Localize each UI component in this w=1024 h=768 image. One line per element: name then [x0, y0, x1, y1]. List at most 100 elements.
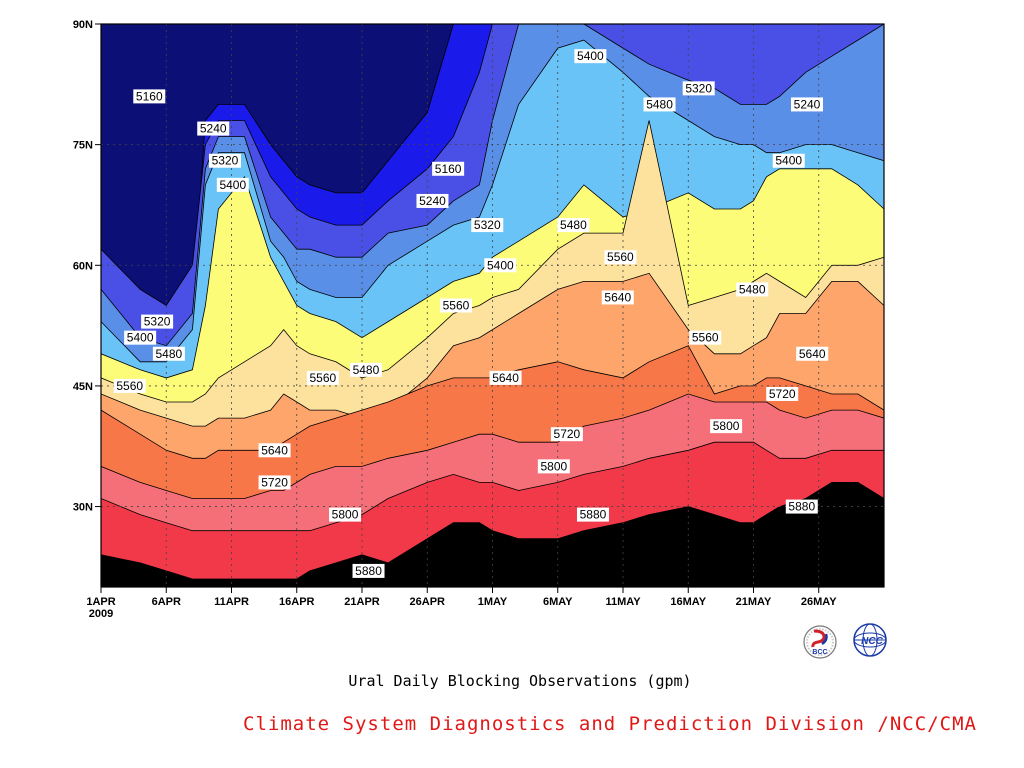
contour-label: 5480 — [643, 97, 676, 112]
contour-label: 5560 — [604, 250, 637, 265]
contour-label: 5320 — [682, 81, 715, 96]
contour-label: 5400 — [216, 177, 249, 192]
x-tick-label: 16MAY — [670, 596, 706, 608]
contour-label-box — [689, 330, 722, 345]
contour-line — [101, 345, 884, 459]
contour-label-box — [604, 250, 637, 265]
ncc-logo: NCC — [853, 623, 887, 657]
contour-label-box — [216, 177, 249, 192]
contour-label: 5720 — [550, 427, 583, 442]
contour-line — [101, 120, 884, 403]
contour-label: 5800 — [710, 419, 743, 434]
axis-ticks: 1APR 6APR 11APR 16APR 21APR 26APR 1MAY 6MAY 11MA… — [73, 19, 837, 620]
contour-line — [101, 441, 884, 532]
contour-line — [101, 393, 884, 499]
contour-label-text: 5400 — [775, 154, 802, 168]
contour-label-box — [306, 370, 339, 385]
contour-label-text: 5640 — [604, 290, 631, 304]
contour-label-box — [489, 370, 522, 385]
contour-label-box — [152, 346, 185, 361]
contour-label: 5640 — [258, 443, 291, 458]
contour-label: 5480 — [349, 362, 382, 377]
x-year-label: 2009 — [89, 608, 113, 620]
contour-label-box — [197, 121, 230, 136]
x-tick-label: 26APR — [410, 596, 446, 608]
contour-label-box — [574, 49, 607, 64]
contour-label: 5800 — [329, 507, 362, 522]
contour-label-text: 5320 — [474, 218, 501, 232]
x-tick-label: 1MAY — [478, 596, 508, 608]
contour-label-box — [208, 153, 241, 168]
contour-label-text: 5480 — [353, 363, 380, 377]
contour-label-text: 5320 — [685, 81, 712, 95]
contour-label-text: 5880 — [788, 500, 815, 514]
y-tick-label: 30N — [73, 502, 93, 514]
contour-label-box — [329, 507, 362, 522]
contour-label-text: 5240 — [200, 122, 227, 136]
contour-label-box — [439, 298, 472, 313]
contour-label-text: 5400 — [577, 49, 604, 63]
contour-label: 5480 — [152, 346, 185, 361]
contour-label-text: 5480 — [156, 347, 183, 361]
contour-label-text: 5160 — [136, 89, 163, 103]
contour-label-text: 5160 — [435, 162, 462, 176]
contour-label: 5400 — [484, 258, 517, 273]
contour-label-box — [772, 153, 805, 168]
contour-label: 5400 — [772, 153, 805, 168]
contour-label: 5880 — [576, 508, 609, 522]
contour-label: 5640 — [796, 346, 829, 361]
contour-label-text: 5560 — [692, 331, 719, 345]
contour-label-box — [141, 314, 174, 329]
bcc-logo: BCC — [803, 625, 837, 659]
contour-label: 5480 — [736, 282, 769, 297]
contour-label-box — [484, 258, 517, 273]
contour-label: 5320 — [208, 153, 241, 168]
contour-line — [101, 24, 884, 339]
contour-label-box — [643, 97, 676, 112]
contour-label-box — [785, 499, 818, 514]
contour-label-box — [796, 346, 829, 361]
contour-label-box — [791, 97, 824, 112]
contour-label-box — [113, 378, 146, 393]
contour-label-text: 5400 — [127, 331, 154, 345]
contour-label-text: 5240 — [419, 194, 446, 208]
contour-label-box — [352, 563, 385, 578]
contour-label: 5560 — [439, 298, 472, 313]
logos: BCC NCC — [803, 623, 887, 659]
contour-label-box — [766, 386, 799, 401]
contour-label-box — [258, 475, 291, 490]
contour-label-text: 5480 — [560, 218, 587, 232]
y-tick-label: 60N — [73, 260, 93, 272]
contour-label-box — [550, 427, 583, 442]
x-tick-label: 6APR — [152, 596, 181, 608]
contour-label: 5640 — [489, 370, 522, 385]
contour-label-text: 5880 — [355, 564, 382, 578]
x-tick-label: 11MAY — [605, 596, 641, 608]
contour-label: 5240 — [416, 193, 449, 208]
x-tick-label: 6MAY — [543, 596, 573, 608]
contour-label: 5400 — [124, 330, 157, 345]
y-tick-label: 45N — [73, 381, 93, 393]
contour-label: 5560 — [306, 370, 339, 385]
contour-label-box — [682, 81, 715, 96]
ncc-logo-text: NCC — [861, 636, 883, 647]
contour-label-box — [537, 459, 570, 474]
contour-label-text: 5800 — [332, 508, 359, 522]
contour-label-text: 5560 — [116, 379, 143, 393]
contour-label: 5800 — [537, 459, 570, 474]
contour-label: 5160 — [432, 161, 465, 176]
contour-line — [101, 482, 884, 580]
contour-label-text: 5560 — [443, 299, 470, 313]
contour-label: 5880 — [785, 499, 818, 514]
contour-line — [101, 24, 884, 347]
contour-label-box — [710, 419, 743, 434]
contour-label-box — [124, 330, 157, 345]
contour-label: 5240 — [791, 97, 824, 112]
contour-label-text: 5320 — [212, 154, 239, 168]
contour-labels: 5160524053205400516052405320540054805560… — [113, 49, 829, 578]
y-tick-label: 75N — [73, 140, 93, 152]
contour-label: 5240 — [197, 121, 230, 136]
x-tick-label: 26MAY — [801, 596, 837, 608]
contour-label-box — [416, 193, 449, 208]
